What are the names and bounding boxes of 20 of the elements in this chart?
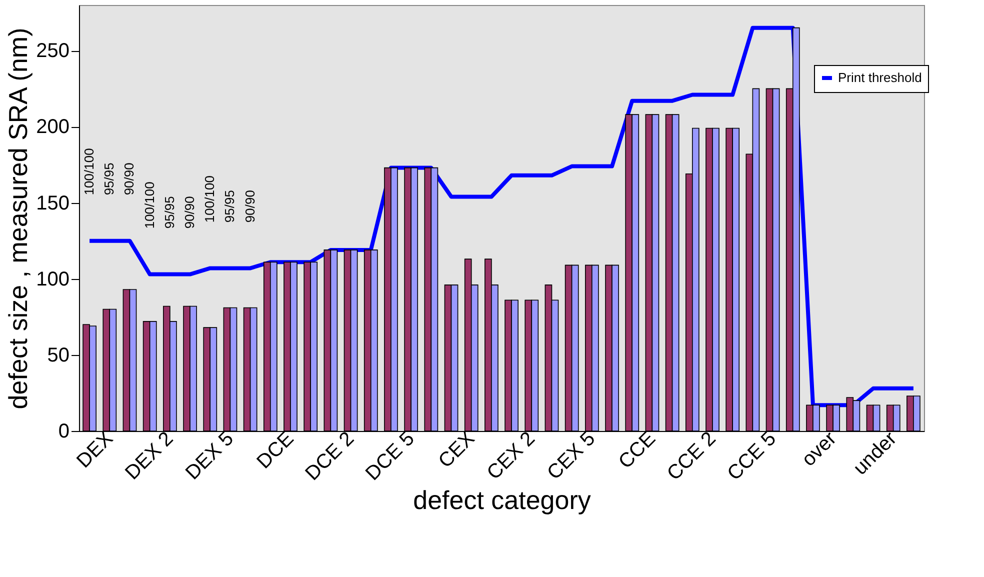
y-tick-label: 0 bbox=[58, 420, 70, 442]
y-axis-title: defect size , measured SRA (nm) bbox=[3, 28, 34, 410]
annotation: 90/90 bbox=[242, 190, 258, 223]
annotation: 90/90 bbox=[122, 162, 137, 196]
y-tick-label: 100 bbox=[36, 268, 70, 290]
annotation: 90/90 bbox=[182, 196, 198, 229]
annotation: 95/95 bbox=[222, 190, 238, 223]
y-tick-label: 50 bbox=[47, 344, 70, 366]
y-tick-label: 150 bbox=[36, 192, 70, 214]
annotation: 95/95 bbox=[162, 196, 177, 229]
y-tick-label: 250 bbox=[36, 40, 70, 62]
annotation: 100/100 bbox=[142, 182, 157, 229]
legend-label: Print threshold bbox=[838, 70, 922, 85]
annotation: 100/100 bbox=[202, 176, 218, 223]
x-tick-label: CEX bbox=[434, 428, 480, 472]
annotation: 95/95 bbox=[102, 162, 117, 196]
x-tick-label: over bbox=[798, 427, 842, 471]
annotation: 100/100 bbox=[82, 148, 97, 196]
x-axis-title: defect category bbox=[413, 485, 591, 516]
y-tick-label: 200 bbox=[36, 116, 70, 138]
